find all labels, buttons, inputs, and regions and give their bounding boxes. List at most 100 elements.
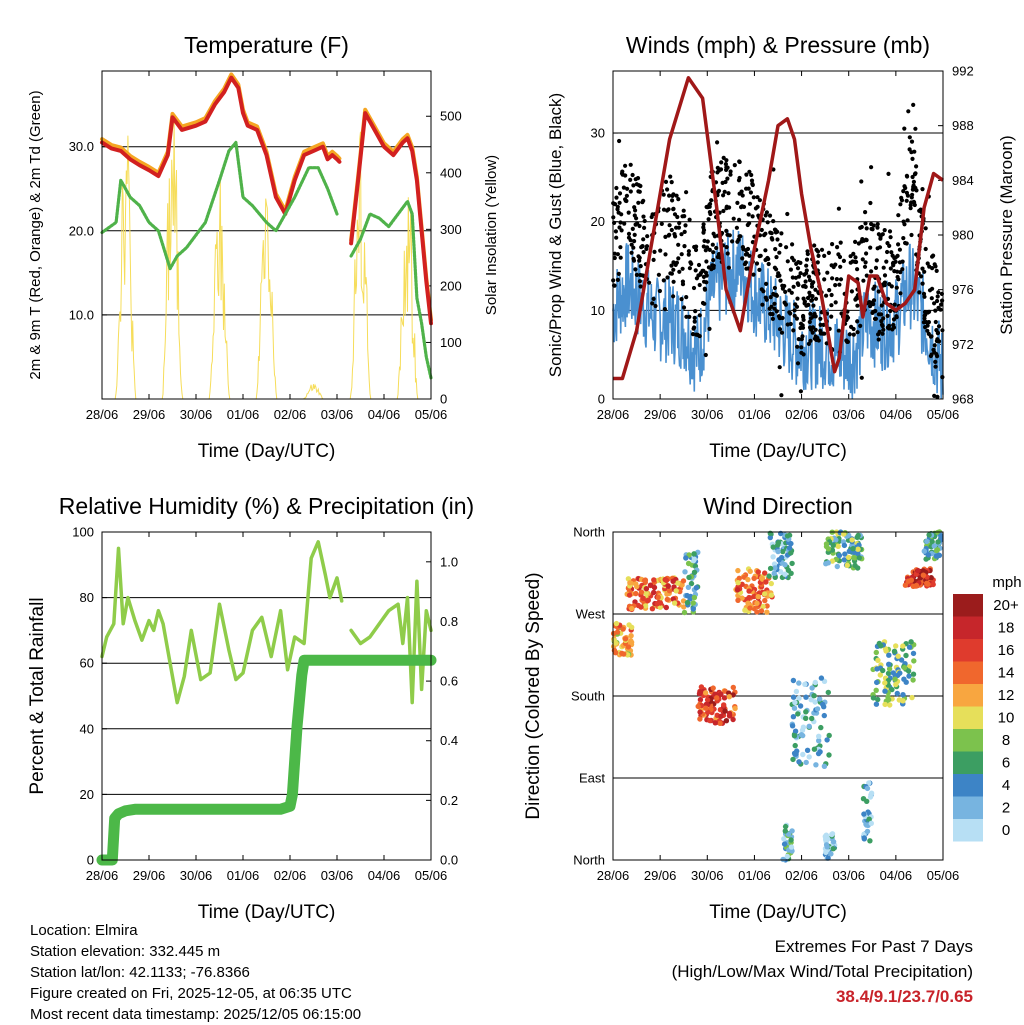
gust-point (711, 250, 716, 255)
direction-point (844, 562, 850, 568)
gust-point (901, 189, 906, 194)
gust-point (833, 262, 838, 267)
direction-point (739, 595, 745, 601)
direction-point (775, 548, 781, 555)
gust-point (910, 174, 915, 180)
direction-point (685, 560, 692, 567)
legend-swatch (953, 684, 983, 707)
gust-point (851, 332, 856, 337)
station-elevation: Station elevation: 332.445 m (30, 943, 221, 960)
direction-point (892, 676, 898, 682)
direction-point (754, 600, 760, 606)
gust-point (731, 216, 736, 221)
gust-point (798, 321, 804, 326)
direction-point (906, 644, 913, 650)
gust-point (692, 315, 697, 320)
gust-point (897, 247, 903, 252)
gust-point (789, 290, 794, 295)
temperature-xlabel: Time (Day/UTC) (198, 441, 336, 462)
direction-point (824, 844, 830, 850)
gust-point (918, 207, 923, 212)
winds-ytick-right-label: 976 (952, 282, 974, 297)
gust-point (871, 298, 877, 303)
gust-point (849, 289, 855, 294)
direction-point (929, 539, 935, 545)
gust-point (869, 226, 874, 231)
gust-point (936, 324, 942, 329)
winds-ylabel-right: Station Pressure (Maroon) (997, 135, 1016, 334)
gust-point (799, 337, 804, 342)
station-info: Location: Elmira Station elevation: 332.… (30, 920, 361, 1025)
gust-point (811, 303, 816, 308)
direction-point (768, 592, 775, 598)
gust-point (895, 253, 900, 258)
direction-point (903, 652, 909, 659)
direction-point (803, 709, 809, 715)
direction-point (767, 565, 774, 572)
direction-point (806, 723, 812, 729)
humidity-ytick-right-label: 0.4 (440, 733, 458, 748)
temperature-ytick-right-label: 0 (440, 392, 447, 407)
gust-point (848, 260, 853, 265)
gust-point (633, 267, 638, 272)
winds-ytick-right-label: 980 (952, 228, 974, 243)
direction-xlabel: Time (Day/UTC) (709, 902, 847, 923)
gust-point (749, 178, 755, 183)
gust-point (669, 227, 674, 233)
gust-point (723, 162, 729, 167)
gust-point (798, 389, 804, 394)
gust-point (805, 249, 810, 254)
humidity-xtick-label: 04/06 (368, 868, 401, 883)
gust-point (632, 213, 637, 218)
gust-point (919, 274, 924, 279)
gust-point (940, 375, 945, 380)
gust-point (813, 296, 819, 301)
direction-point (817, 749, 823, 755)
gust-point (690, 332, 696, 337)
gust-point (697, 313, 702, 318)
temp-2m-line (100, 75, 342, 216)
gust-point (668, 174, 673, 179)
legend-label: 6 (1002, 755, 1010, 772)
gust-point (876, 332, 881, 337)
winds-ytick-label: 0 (598, 392, 605, 407)
gust-point (901, 236, 906, 241)
direction-point (875, 696, 881, 703)
gust-point (616, 271, 621, 276)
gust-point (672, 212, 678, 217)
direction-point (886, 666, 893, 672)
direction-point (850, 546, 856, 552)
direction-point (790, 714, 797, 720)
gust-point (743, 248, 749, 253)
direction-point (811, 693, 817, 699)
direction-point (830, 839, 837, 845)
gust-point (909, 200, 914, 205)
gust-point (693, 268, 698, 273)
gust-point (792, 308, 797, 313)
legend-label: 0 (1002, 822, 1010, 839)
gust-point (689, 261, 694, 266)
gust-point (724, 165, 729, 170)
gust-point (669, 180, 674, 185)
legend-label: 20+ (993, 597, 1019, 614)
gust-point (933, 319, 938, 325)
gust-point (707, 326, 712, 331)
gust-point (714, 245, 719, 251)
gust-point (932, 343, 937, 348)
gust-point (804, 257, 810, 262)
gust-point (671, 206, 676, 211)
gust-point (626, 231, 632, 236)
direction-ytick-label: South (571, 689, 605, 704)
gust-point (790, 275, 795, 280)
gust-point (876, 232, 882, 237)
gust-point (751, 195, 756, 200)
gust-point (829, 292, 834, 298)
gust-point (870, 310, 875, 315)
gust-point (787, 310, 792, 315)
gust-point (671, 267, 676, 272)
gust-point (855, 303, 860, 308)
direction-point (745, 576, 751, 583)
gust-point (896, 242, 901, 247)
gust-point (641, 198, 646, 203)
temp-2m-line (349, 111, 433, 326)
